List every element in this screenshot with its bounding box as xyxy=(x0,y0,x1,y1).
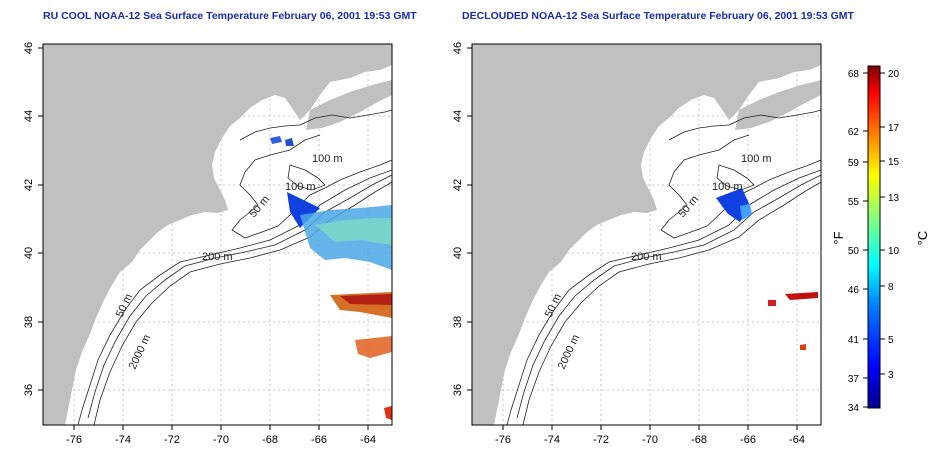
left-map-panel: 100 m 100 m 50 m 200 m 50 m 2000 m -76 -… xyxy=(23,42,393,446)
lat-tick-label: 44 xyxy=(23,110,35,122)
lon-tick-label: -76 xyxy=(495,434,511,446)
colorbar-c-ticks: 20 17 15 13 10 8 5 3 xyxy=(888,69,900,381)
c-tick-label: 3 xyxy=(888,370,894,381)
lon-tick-label: -64 xyxy=(360,434,376,446)
right-depth-contours xyxy=(506,109,822,426)
lat-tick-label: 36 xyxy=(452,384,464,396)
right-map-panel: 100 m 100 m 50 m 200 m 50 m 2000 m -76 -… xyxy=(452,42,822,446)
lon-tick-label: -72 xyxy=(164,434,180,446)
f-tick-label: 68 xyxy=(848,69,860,80)
lon-tick-label: -66 xyxy=(311,434,327,446)
right-contour-label-200m: 200 m xyxy=(631,251,662,263)
right-contour-label-100m-b: 100 m xyxy=(712,181,743,193)
lon-tick-label: -72 xyxy=(593,434,609,446)
right-contour-label-100m-a: 100 m xyxy=(741,153,772,165)
lat-tick-label: 40 xyxy=(452,247,464,259)
f-tick-label: 55 xyxy=(848,197,860,208)
lat-tick-label: 42 xyxy=(23,179,35,191)
c-tick-label: 8 xyxy=(888,282,894,293)
right-map-frame xyxy=(471,43,822,426)
lat-tick-label: 42 xyxy=(452,179,464,191)
lon-tick-label: -64 xyxy=(789,434,805,446)
lat-tick-label: 38 xyxy=(452,316,464,328)
right-lat-tick-labels: 36 38 40 42 44 46 xyxy=(452,42,464,396)
left-lon-tick-labels: -76 -74 -72 -70 -68 -66 -64 xyxy=(66,434,376,446)
lat-tick-label: 38 xyxy=(23,316,35,328)
colorbar-f-unit-label: °F xyxy=(831,231,846,244)
right-nova-scotia xyxy=(735,80,821,130)
f-tick-label: 37 xyxy=(848,374,860,385)
colorbar-c-unit-label: °C xyxy=(915,231,930,246)
f-tick-label: 34 xyxy=(848,403,860,414)
lon-tick-label: -76 xyxy=(66,434,82,446)
lat-tick-label: 44 xyxy=(452,110,464,122)
left-land-mass xyxy=(43,44,392,425)
colorbar-f-ticks: 68 62 59 55 50 46 41 37 34 xyxy=(848,69,860,414)
left-nova-scotia xyxy=(306,80,392,130)
right-land-mass xyxy=(472,44,821,425)
lon-tick-label: -70 xyxy=(213,434,229,446)
left-contour-label-200m: 200 m xyxy=(202,251,233,263)
lon-tick-label: -74 xyxy=(544,434,560,446)
lat-tick-label: 36 xyxy=(23,384,35,396)
left-map-title: RU COOL NOAA-12 Sea Surface Temperature … xyxy=(43,10,417,22)
f-tick-label: 41 xyxy=(848,335,860,346)
c-tick-label: 15 xyxy=(888,157,900,168)
c-tick-label: 5 xyxy=(888,335,894,346)
f-tick-label: 50 xyxy=(848,246,860,257)
left-contour-label-100m-a: 100 m xyxy=(312,153,343,165)
left-map-frame xyxy=(42,43,393,426)
f-tick-label: 62 xyxy=(848,127,860,138)
c-tick-label: 20 xyxy=(888,69,900,80)
c-tick-label: 13 xyxy=(888,193,900,204)
right-lon-tick-labels: -76 -74 -72 -70 -68 -66 -64 xyxy=(495,434,805,446)
lat-tick-label: 46 xyxy=(23,42,35,54)
right-map-title: DECLOUDED NOAA-12 Sea Surface Temperatur… xyxy=(462,10,854,22)
left-depth-contours xyxy=(77,109,393,426)
colorbar: 68 62 59 55 50 46 41 37 34 20 17 15 13 1… xyxy=(831,65,930,414)
lon-tick-label: -74 xyxy=(115,434,131,446)
lon-tick-label: -70 xyxy=(642,434,658,446)
lat-tick-label: 46 xyxy=(452,42,464,54)
f-tick-label: 46 xyxy=(848,285,860,296)
colorbar-gradient xyxy=(867,65,881,409)
lon-tick-label: -68 xyxy=(262,434,278,446)
c-tick-label: 17 xyxy=(888,123,900,134)
lon-tick-label: -66 xyxy=(740,434,756,446)
f-tick-label: 59 xyxy=(848,158,860,169)
lon-tick-label: -68 xyxy=(691,434,707,446)
left-sst-data xyxy=(270,136,392,420)
lat-tick-label: 40 xyxy=(23,247,35,259)
right-sst-data xyxy=(716,188,818,350)
left-lat-tick-labels: 36 38 40 42 44 46 xyxy=(23,42,35,396)
c-tick-label: 10 xyxy=(888,246,900,257)
left-contour-label-100m-b: 100 m xyxy=(285,181,316,193)
